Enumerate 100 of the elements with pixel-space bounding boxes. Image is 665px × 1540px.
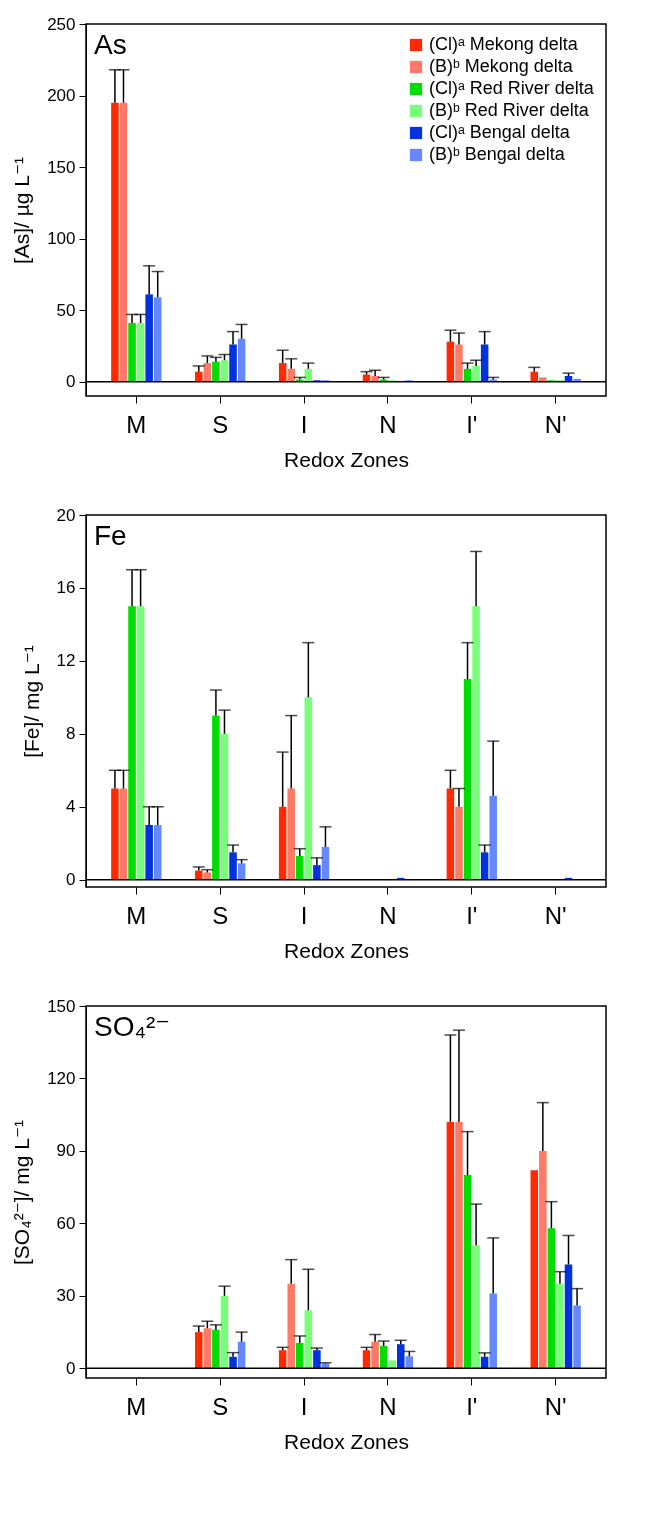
chart-title: SO₄²⁻ (94, 1011, 170, 1042)
bar (296, 1342, 304, 1369)
x-tick-label: I' (466, 901, 478, 929)
y-tick-label: 150 (47, 157, 76, 177)
x-tick-label: S (212, 901, 229, 929)
bar (472, 606, 480, 880)
x-axis-title: Redox Zones (284, 938, 409, 962)
y-tick-label: 0 (66, 372, 76, 392)
x-tick-label: M (126, 410, 147, 438)
y-tick-label: 100 (47, 229, 76, 249)
y-tick-label: 20 (56, 505, 76, 525)
bar (446, 788, 455, 880)
y-tick-label: 250 (47, 14, 76, 34)
bar (220, 360, 229, 382)
bar (212, 715, 220, 880)
bar (119, 102, 128, 382)
bar (212, 1329, 220, 1369)
bar (313, 1350, 321, 1369)
y-tick-label: 150 (47, 996, 76, 1016)
bar (229, 344, 237, 382)
y-tick-label: 30 (56, 1286, 76, 1306)
bar (195, 1332, 203, 1369)
legend-label: (Cl)ᵃ Red River delta (429, 78, 595, 98)
y-tick-label: 50 (56, 300, 76, 320)
legend-label: (B)ᵇ Red River delta (429, 100, 590, 120)
bar (296, 856, 304, 880)
y-axis-title: [As]/ µg L⁻¹ (10, 156, 34, 265)
legend-label: (Cl)ᵃ Bengal delta (429, 122, 571, 142)
bar (446, 341, 455, 382)
bar (220, 1295, 229, 1369)
bar (203, 1328, 212, 1369)
bar (455, 1121, 463, 1369)
bar (547, 1228, 556, 1369)
bar (489, 1293, 497, 1369)
bar (287, 368, 295, 382)
bar (480, 852, 489, 880)
y-axis-title: [Fe]/ mg L⁻¹ (19, 645, 43, 758)
bar (304, 1310, 313, 1369)
x-tick-label: N (379, 410, 397, 438)
bar (472, 365, 480, 382)
x-tick-label: I' (466, 1392, 478, 1420)
bar (379, 1345, 388, 1369)
bar (237, 338, 246, 382)
bar (136, 323, 145, 382)
bar (153, 297, 162, 382)
bar (556, 1283, 564, 1369)
x-axis-title: Redox Zones (284, 1429, 409, 1453)
bar (313, 865, 321, 880)
y-tick-label: 120 (47, 1068, 76, 1088)
x-tick-label: S (212, 1392, 229, 1420)
bar (455, 344, 463, 382)
x-tick-label: S (212, 410, 229, 438)
chart-title: Fe (94, 520, 127, 551)
bar (362, 1350, 371, 1369)
x-tick-label: N (379, 1392, 397, 1420)
y-tick-label: 0 (66, 1358, 76, 1378)
x-axis-title: Redox Zones (284, 447, 409, 471)
bar (455, 806, 463, 880)
bar (128, 323, 136, 382)
x-tick-label: I (300, 901, 308, 929)
bar (388, 1360, 396, 1369)
bar (446, 1121, 455, 1369)
y-tick-label: 8 (66, 724, 76, 744)
x-tick-label: M (126, 901, 147, 929)
y-tick-label: 4 (66, 797, 76, 817)
chart-title: As (94, 29, 127, 60)
x-tick-label: N' (544, 410, 567, 438)
bar (371, 1341, 379, 1369)
bar (463, 679, 472, 880)
x-tick-label: N (379, 901, 397, 929)
bar (128, 606, 136, 880)
bar (278, 363, 287, 382)
bar (530, 1170, 539, 1369)
x-tick-label: I' (466, 410, 478, 438)
bar (304, 697, 313, 880)
x-tick-label: I (300, 410, 308, 438)
bar (229, 852, 237, 880)
y-axis-title: [SO₄²⁻]/ mg L⁻¹ (10, 1119, 34, 1266)
bar (405, 1356, 414, 1369)
bar (539, 1150, 547, 1369)
bar (573, 1305, 581, 1369)
y-tick-label: 0 (66, 870, 76, 890)
y-tick-label: 200 (47, 86, 76, 106)
bar (278, 806, 287, 880)
bar (463, 1175, 472, 1369)
bar (119, 788, 128, 880)
bar (472, 1245, 480, 1369)
bar (564, 1264, 573, 1369)
bar (111, 102, 119, 382)
bar (145, 825, 153, 880)
bar (489, 795, 497, 880)
x-tick-label: I (300, 1392, 308, 1420)
bar (111, 788, 119, 880)
y-tick-label: 60 (56, 1213, 76, 1233)
bar (278, 1350, 287, 1369)
bar (145, 294, 153, 382)
x-tick-label: M (126, 1392, 147, 1420)
bar (153, 825, 162, 880)
legend-label: (B)ᵇ Mekong delta (429, 56, 574, 76)
bar (287, 1283, 295, 1369)
